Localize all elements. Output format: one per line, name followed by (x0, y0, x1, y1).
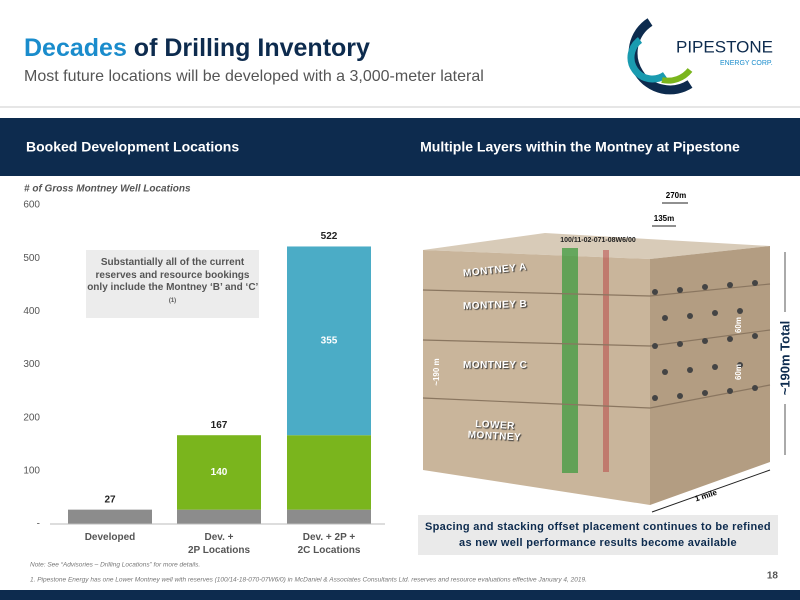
spacing-label: 270m (666, 191, 686, 200)
subtitle: Most future locations will be developed … (24, 68, 484, 85)
note: Note: See “Advisories – Drilling Locatio… (30, 562, 200, 569)
well-log (603, 250, 609, 472)
thickness-label: 60m (734, 364, 743, 380)
page-number: 18 (767, 571, 779, 582)
well-dots (652, 280, 758, 401)
logo-arc (627, 37, 668, 83)
note: 1. Pipestone Energy has one Lower Montne… (30, 577, 587, 584)
footer-band (0, 590, 800, 600)
well-log (562, 248, 578, 473)
block-front (423, 250, 650, 505)
logo-sub: ENERGY CORP. (720, 60, 773, 67)
title-accent: Decades (24, 34, 127, 62)
y-tick-label: - (37, 519, 40, 530)
bar-segment (287, 509, 371, 524)
y-tick-label: 600 (23, 200, 40, 211)
title-rest: of Drilling Inventory (127, 34, 370, 62)
bar-segment (177, 435, 261, 510)
total-label: 167 (211, 420, 228, 431)
x-tick-label: Dev. + 2P Locations (187, 532, 251, 556)
thickness-label: 60m (734, 317, 743, 333)
annotation: Substantially all of the current reserve… (86, 250, 259, 318)
y-tick-label: 200 (23, 412, 40, 423)
caption: Spacing and stacking offset placement co… (425, 521, 771, 549)
bar-segment (177, 509, 261, 524)
x-tick-label: Dev. + 2P + 2C Locations (297, 532, 361, 556)
section-title: Booked Development Locations (26, 139, 239, 155)
block-top (423, 233, 770, 259)
section-band (0, 118, 800, 176)
label-bg (777, 312, 793, 404)
layer-label: MONTNEY B (462, 298, 528, 313)
segment-label: 140 (211, 467, 228, 478)
section-title: Multiple Layers within the Montney at Pi… (420, 139, 740, 155)
total-label: 522 (321, 231, 338, 242)
thickness-label: ~190 m (432, 358, 441, 385)
y-tick-label: 100 (23, 465, 40, 476)
y-tick-label: 500 (23, 253, 40, 264)
x-tick-label: Developed (84, 532, 136, 543)
total-label: 27 (104, 494, 116, 505)
bar-segment (287, 246, 371, 436)
layer-label: LOWER MONTNEY (467, 418, 522, 444)
caption-box (418, 515, 778, 555)
layer-label: MONTNEY C (463, 360, 528, 371)
dim-line (651, 469, 771, 513)
title: Decades of Drilling Inventory (24, 34, 370, 62)
logo-name: PIPESTONE (676, 37, 773, 56)
logo-arc (661, 68, 693, 84)
well-label: 100/11-02-071-08W6/00 (560, 237, 636, 244)
segment-label: 355 (321, 335, 338, 346)
annotation-text: Substantially all of the current reserve… (87, 257, 258, 293)
bar-segment (287, 435, 371, 510)
plot: - 100 200 300 400 500 600 27 140 167 355 522 (23, 200, 385, 530)
spacing-label: 135m (654, 214, 674, 223)
y-tick-label: 400 (23, 306, 40, 317)
y-tick-label: 300 (23, 359, 40, 370)
y-axis-label: # of Gross Montney Well Locations (24, 184, 191, 195)
bar-segment (68, 509, 152, 524)
length-label: 1 mile (694, 488, 719, 504)
total-label: ~190m Total (777, 321, 792, 396)
annotation-sup: (1) (168, 297, 177, 304)
block-side (650, 246, 770, 505)
